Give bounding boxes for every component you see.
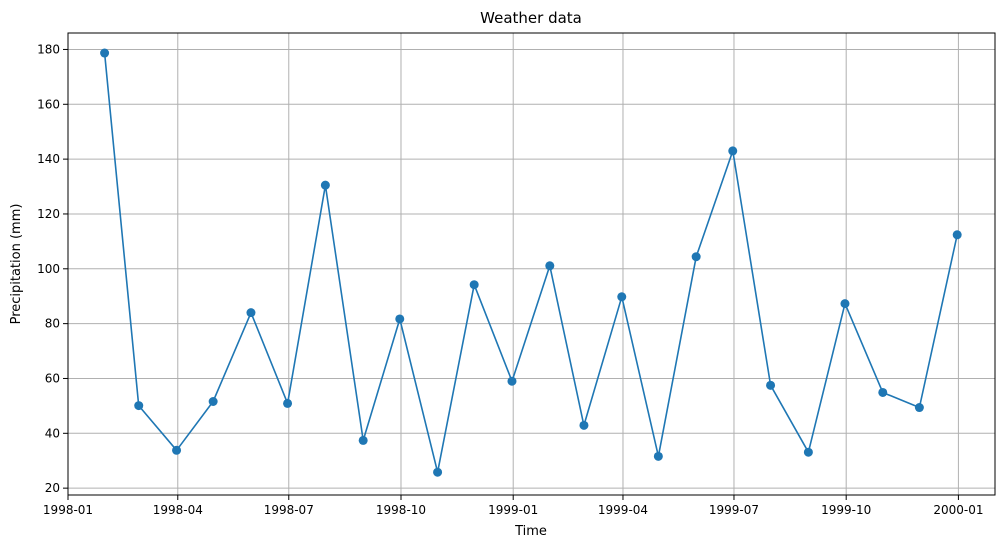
data-point xyxy=(433,467,443,477)
data-point xyxy=(914,403,924,413)
y-tick-label: 20 xyxy=(45,481,60,495)
x-axis-label: Time xyxy=(514,524,547,539)
data-point xyxy=(395,314,405,324)
data-point xyxy=(134,401,144,411)
data-point xyxy=(208,397,218,407)
y-tick-label: 80 xyxy=(45,317,60,331)
y-axis: 20 40 60 80 100 120 140 160 180 xyxy=(37,42,68,495)
data-point xyxy=(878,387,888,397)
data-point xyxy=(469,280,479,290)
data-point xyxy=(766,380,776,390)
series-line xyxy=(103,52,958,474)
y-axis-label: Precipitation (mm) xyxy=(9,204,24,325)
x-tick-label: 1999-07 xyxy=(709,503,759,517)
x-tick-label: 1999-10 xyxy=(821,503,871,517)
data-point xyxy=(803,447,813,457)
data-point xyxy=(617,292,627,302)
data-point xyxy=(358,435,368,445)
x-tick-label: 1999-01 xyxy=(488,503,538,517)
data-point xyxy=(246,308,256,318)
chart-title: Weather data xyxy=(480,9,582,27)
y-tick-label: 180 xyxy=(37,42,60,56)
data-point xyxy=(840,299,850,309)
x-tick-label: 1998-07 xyxy=(264,503,314,517)
x-tick-label: 2000-01 xyxy=(933,503,983,517)
data-point xyxy=(728,146,738,156)
series-layer xyxy=(100,48,962,477)
data-point xyxy=(545,261,555,271)
x-axis: 1998-01 1998-04 1998-07 1998-10 1999-01 1999-… xyxy=(43,495,983,517)
data-point xyxy=(507,376,517,386)
data-point xyxy=(952,230,962,240)
y-tick-label: 100 xyxy=(37,262,60,276)
data-point xyxy=(653,451,663,461)
data-point xyxy=(100,48,110,58)
y-tick-label: 60 xyxy=(45,371,60,385)
x-tick-label: 1998-04 xyxy=(153,503,203,517)
data-point xyxy=(691,252,701,262)
x-tick-label: 1999-04 xyxy=(598,503,648,517)
x-tick-label: 1998-01 xyxy=(43,503,93,517)
y-tick-label: 160 xyxy=(37,97,60,111)
data-point xyxy=(579,420,589,430)
plot-frame xyxy=(67,32,996,496)
data-point xyxy=(320,180,330,190)
y-tick-label: 40 xyxy=(45,426,60,440)
data-point xyxy=(283,398,293,408)
x-tick-label: 1998-10 xyxy=(376,503,426,517)
y-tick-label: 120 xyxy=(37,207,60,221)
y-tick-label: 140 xyxy=(37,152,60,166)
data-point xyxy=(172,445,182,455)
